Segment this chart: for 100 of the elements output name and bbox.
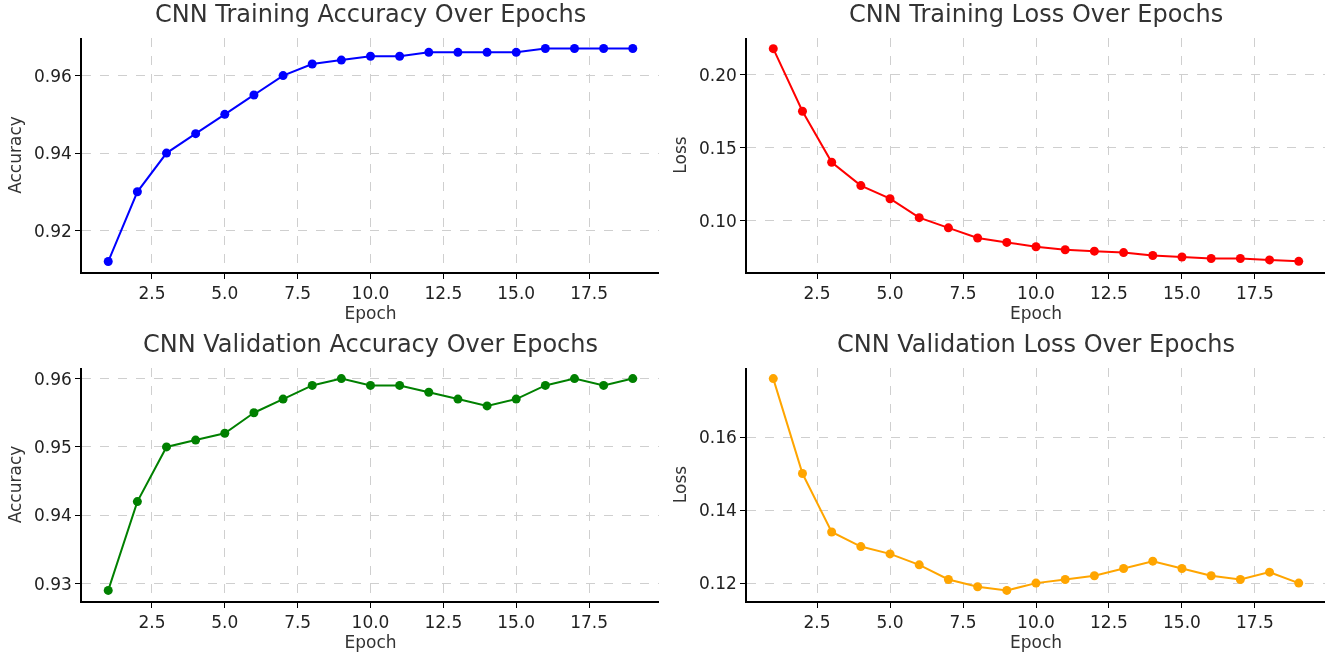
x-tick-label: 10.0 [351, 612, 390, 633]
point [162, 442, 172, 452]
point [540, 43, 550, 53]
x-tick-label: 17.5 [1236, 612, 1274, 633]
point [249, 408, 259, 418]
x-tick-label: 10.0 [351, 283, 390, 304]
point [1089, 571, 1099, 581]
x-tick-label: 15.0 [1163, 612, 1201, 633]
point [1148, 251, 1158, 261]
point [132, 497, 142, 507]
point [768, 374, 778, 384]
point [162, 148, 172, 158]
x-tick-label: 17.5 [570, 283, 608, 304]
point [249, 90, 259, 100]
point [1031, 578, 1041, 588]
point [482, 47, 492, 57]
x-tick-label: 2.5 [138, 612, 166, 633]
point [1031, 242, 1041, 252]
point [1177, 252, 1187, 262]
y-tick-label: 0.14 [698, 500, 737, 521]
y-axis-title: Accuracy [5, 116, 26, 194]
point [1265, 567, 1275, 577]
y-tick-label: 0.92 [33, 220, 72, 241]
point [1060, 574, 1070, 584]
point [1119, 564, 1129, 573]
x-axis-title: Epoch [344, 632, 397, 653]
x-tick-label: 10.0 [1017, 612, 1055, 633]
point [220, 428, 230, 438]
point [1002, 585, 1012, 595]
x-axis-title: Epoch [1009, 303, 1063, 324]
x-tick-label: 5.0 [876, 612, 904, 633]
point [511, 394, 521, 404]
chart-title: CNN Training Accuracy Over Epochs [155, 0, 587, 28]
y-tick-label: 0.93 [33, 573, 72, 594]
x-axis-title: Epoch [344, 303, 397, 324]
chart-title: CNN Validation Loss Over Epochs [837, 330, 1236, 358]
point [1177, 564, 1187, 573]
point [1294, 256, 1304, 266]
x-tick-label: 17.5 [1236, 283, 1274, 304]
point [132, 187, 142, 197]
point [628, 43, 638, 53]
x-tick-label: 12.5 [424, 283, 463, 304]
point [366, 51, 375, 61]
point [827, 527, 837, 537]
x-tick-label: 7.5 [284, 612, 312, 633]
x-tick-label: 2.5 [803, 283, 831, 304]
y-tick-label: 0.94 [33, 505, 72, 526]
point [482, 401, 492, 411]
y-axis-title: Loss [670, 136, 691, 174]
point [1119, 248, 1129, 258]
point [914, 560, 924, 570]
point [599, 380, 609, 390]
chart-title: CNN Training Loss Over Epochs [849, 0, 1224, 28]
y-axis-title: Accuracy [5, 445, 26, 524]
point [797, 469, 807, 479]
y-tick-label: 0.95 [33, 436, 72, 457]
point [424, 387, 434, 397]
x-tick-label: 7.5 [949, 612, 977, 633]
point [1235, 574, 1245, 584]
point [628, 374, 638, 384]
y-tick-label: 0.20 [698, 64, 737, 85]
point [1089, 246, 1099, 256]
y-axis-title: Loss [670, 465, 691, 504]
point [1060, 245, 1070, 255]
point [768, 44, 778, 54]
point [103, 257, 113, 267]
point [856, 181, 866, 191]
y-tick-label: 0.12 [698, 573, 737, 594]
point [103, 585, 113, 595]
point [973, 582, 983, 592]
point [856, 542, 866, 552]
x-tick-label: 17.5 [570, 612, 608, 633]
y-tick-label: 0.15 [698, 137, 737, 158]
x-tick-label: 12.5 [1090, 612, 1128, 633]
point [797, 106, 807, 116]
point [307, 59, 317, 69]
x-tick-label: 15.0 [1163, 283, 1201, 304]
point [885, 549, 895, 559]
point [1206, 571, 1216, 581]
x-tick-label: 5.0 [876, 283, 904, 304]
point [453, 394, 463, 404]
point [424, 47, 434, 57]
point [569, 374, 579, 384]
point [599, 43, 609, 53]
point [220, 109, 230, 119]
chart-title: CNN Validation Accuracy Over Epochs [143, 330, 598, 358]
x-tick-label: 7.5 [949, 283, 977, 304]
point [278, 71, 288, 81]
x-tick-label: 10.0 [1017, 283, 1055, 304]
point [307, 380, 317, 390]
point [278, 394, 288, 404]
point [885, 194, 895, 204]
y-tick-label: 0.10 [698, 210, 737, 231]
y-tick-label: 0.96 [33, 368, 72, 389]
point [1294, 578, 1304, 588]
point [1002, 237, 1012, 247]
point [336, 374, 346, 384]
y-tick-label: 0.16 [698, 426, 737, 447]
point [973, 233, 983, 243]
point [943, 223, 953, 233]
